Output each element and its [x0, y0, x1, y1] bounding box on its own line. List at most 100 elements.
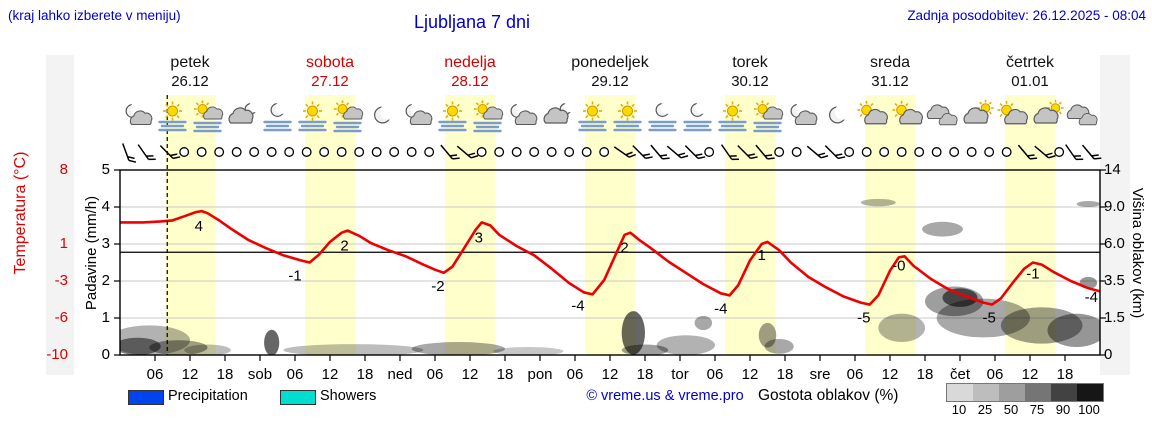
cloud-cover-symbol — [231, 147, 242, 157]
temperature-value-label: -5 — [982, 310, 995, 327]
wind-barb — [122, 143, 137, 163]
cloud-density-tick: 50 — [1003, 402, 1019, 417]
temperature-tick: 8 — [59, 161, 68, 178]
cloud-cover-symbol — [966, 147, 977, 157]
fog-sun-icon — [298, 101, 327, 132]
day-header-date: 30.12 — [731, 73, 769, 90]
temperature-value-label: -4 — [571, 297, 584, 314]
cloud-density-segment — [999, 384, 1025, 401]
cloud-blob — [878, 313, 926, 343]
showers-legend-swatch — [280, 390, 316, 405]
cloud-blob — [1000, 307, 1083, 344]
x-tick-label: 12 — [882, 366, 899, 383]
cloud-density-scale — [946, 383, 1104, 402]
precipitation-legend-swatch — [128, 390, 164, 405]
daylight-band — [724, 95, 776, 355]
wind-barb — [1065, 144, 1084, 161]
cloud-cover-symbol — [546, 147, 557, 157]
location-hint: (kraj lahko izberete v meniju) — [8, 8, 181, 23]
x-tick-label: sob — [248, 366, 272, 383]
fog-moon-icon — [263, 103, 292, 132]
cloud-moon-icon — [543, 103, 572, 124]
x-tick-label: ned — [387, 366, 412, 383]
temperature-value-label: -4 — [1085, 289, 1098, 306]
day-header-name: četrtek — [1006, 54, 1055, 71]
daylight-band — [864, 95, 916, 355]
cloud-height-tick: 0 — [1104, 346, 1113, 363]
cloud-layer — [120, 198, 1100, 355]
cloud-height-tick: 3.5 — [1104, 272, 1125, 289]
cloud-height-tick: 14 — [1104, 161, 1121, 178]
wind-barb — [650, 144, 670, 160]
x-tick-label: 18 — [357, 366, 374, 383]
x-tick-label: 18 — [497, 366, 514, 383]
temperature-value-label: 4 — [195, 218, 203, 235]
cloud-blob — [120, 337, 161, 355]
temperature-tick: -6 — [54, 309, 68, 326]
precipitation-legend-label: Precipitation — [168, 388, 248, 404]
daylight-band — [1004, 95, 1056, 355]
temperature-tick: -3 — [54, 272, 68, 289]
x-tick-label: 06 — [427, 366, 444, 383]
x-tick-label: 06 — [707, 366, 724, 383]
cloud-blob — [493, 346, 564, 355]
cloud-cover-symbol — [774, 147, 785, 157]
cloud-moon-icon — [228, 103, 257, 124]
cloud-density-tick: 90 — [1055, 402, 1071, 417]
temperature-value-label: -5 — [857, 310, 870, 327]
cloud-density-tick: 100 — [1078, 402, 1100, 417]
precipitation-tick: 0 — [101, 346, 110, 363]
cloud-cover-symbol — [424, 147, 435, 157]
x-tick-label: 12 — [1022, 366, 1039, 383]
credit-link[interactable]: © vreme.us & vreme.pro — [586, 388, 744, 404]
cloud-cover-symbol — [581, 147, 592, 157]
day-header-name: nedelja — [444, 54, 496, 71]
cloud-icon — [1066, 104, 1098, 126]
day-header-name: petek — [170, 54, 210, 71]
moon-cloud-icon — [510, 104, 538, 126]
cloud-blob — [922, 221, 963, 237]
cloud-cover-symbol — [179, 147, 190, 157]
cloud-cover-symbol — [861, 147, 872, 157]
wind-barb — [824, 145, 846, 160]
cloud-cover-symbol — [529, 147, 540, 157]
cloud-blob — [264, 329, 280, 355]
moon-cloud-icon — [125, 104, 153, 126]
day-header-date: 01.01 — [1011, 73, 1049, 90]
cloud-sun-icon — [1033, 99, 1064, 124]
cloud-height-tick: 6.0 — [1104, 235, 1125, 252]
x-tick-label: tor — [671, 366, 689, 383]
x-tick-label: 06 — [287, 366, 304, 383]
x-tick-label: 18 — [217, 366, 234, 383]
cloud-cover-symbol — [389, 147, 400, 157]
cloud-blob — [860, 198, 896, 207]
moon-cloud-icon — [405, 104, 433, 126]
precipitation-tick: 1 — [101, 309, 110, 326]
cloud-cover-symbol — [791, 147, 802, 157]
cloud-height-tick: 1.5 — [1104, 309, 1125, 326]
day-header-date: 29.12 — [591, 73, 629, 90]
cloud-cover-symbol — [266, 147, 277, 157]
wind-barb — [632, 145, 653, 160]
cloud-density-tick: 25 — [977, 402, 993, 417]
x-tick-label: 06 — [147, 366, 164, 383]
cloud-blob — [621, 344, 669, 355]
cloud-cover-symbol — [1054, 147, 1065, 157]
fog-sun-cloud-icon — [333, 100, 364, 133]
temperature-tick: -10 — [46, 346, 68, 363]
cloud-blob — [184, 344, 231, 355]
x-tick-label: 12 — [322, 366, 339, 383]
day-header-date: 31.12 — [871, 73, 909, 90]
cloud-cover-symbol — [1001, 147, 1012, 157]
daylight-band — [584, 95, 636, 355]
day-header-date: 26.12 — [171, 73, 209, 90]
cloud-cover-symbol — [336, 147, 347, 157]
moon-icon — [374, 106, 391, 124]
page-title: Ljubljana 7 dni — [413, 12, 531, 32]
temperature-value-label: -2 — [431, 278, 444, 295]
x-tick-label: 12 — [602, 366, 619, 383]
cloud-cover-symbol — [704, 147, 715, 157]
cloud-cover-symbol — [984, 147, 995, 157]
cloud-height-tick: 9.0 — [1104, 198, 1125, 215]
temperature-value-label: -4 — [714, 300, 727, 317]
